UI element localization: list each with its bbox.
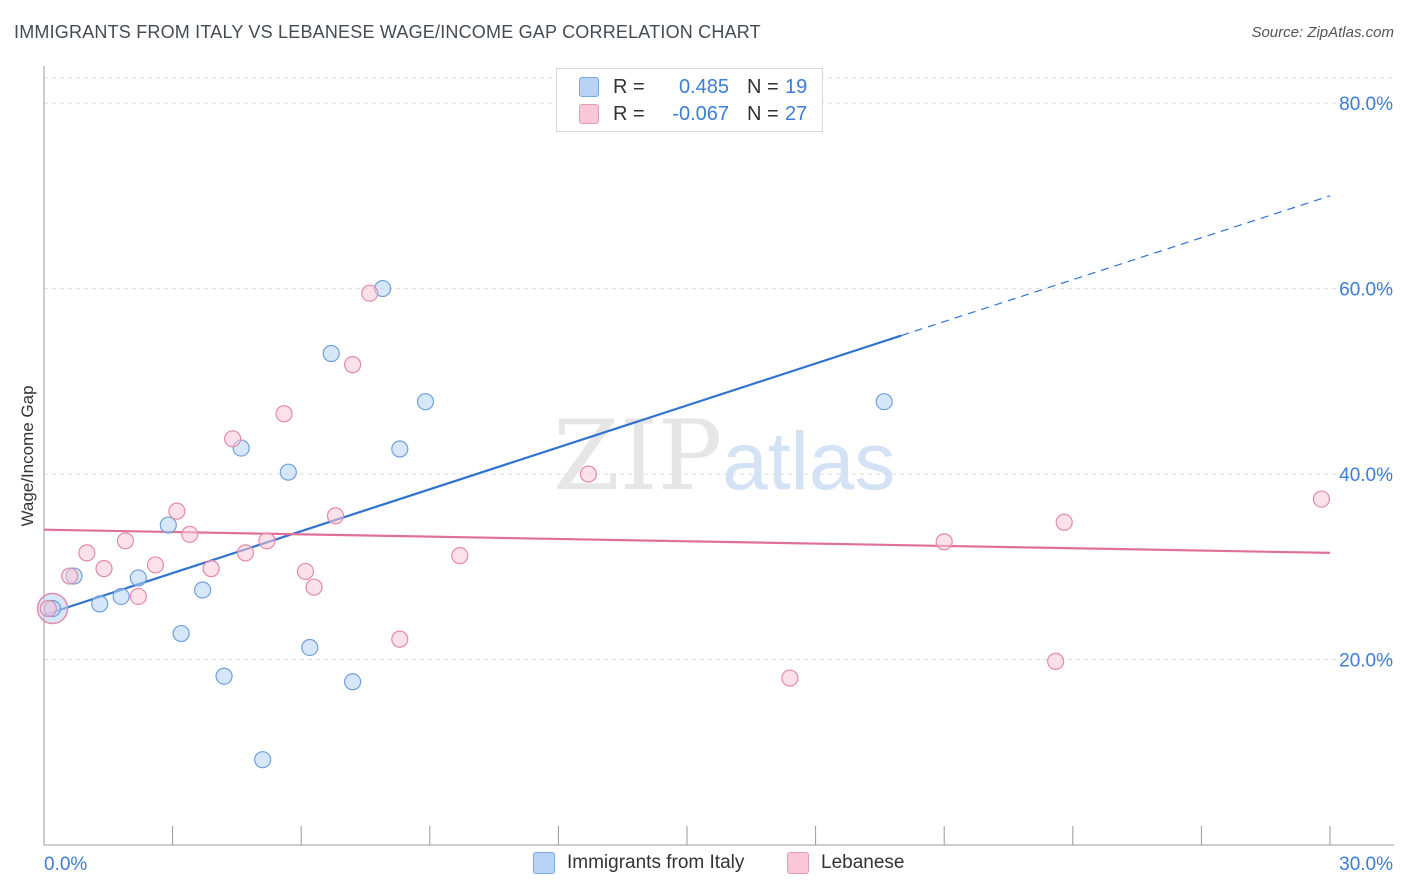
italy-point bbox=[173, 626, 189, 642]
legend-r-value: -0.067 bbox=[651, 103, 729, 126]
lebanese-trend-line bbox=[44, 530, 1330, 553]
series-legend-italy[interactable]: Immigrants from Italy bbox=[533, 852, 744, 874]
italy-point bbox=[130, 570, 146, 586]
lebanese-point bbox=[1056, 514, 1072, 530]
italy-point bbox=[92, 596, 108, 612]
lebanese-point bbox=[225, 431, 241, 447]
italy-point bbox=[195, 582, 211, 598]
lebanese-point bbox=[452, 548, 468, 564]
lebanese-point bbox=[936, 534, 952, 550]
legend-swatch-lebanese bbox=[579, 104, 599, 124]
series-swatch-lebanese bbox=[787, 852, 809, 874]
data-points bbox=[38, 281, 1330, 768]
tick-labels: 20.0%40.0%60.0%80.0%0.0% 30.0% bbox=[44, 94, 1393, 875]
lebanese-point bbox=[306, 579, 322, 595]
italy-point bbox=[160, 517, 176, 533]
italy-point bbox=[280, 464, 296, 480]
legend-n-label: N = bbox=[747, 103, 785, 126]
lebanese-point bbox=[392, 631, 408, 647]
legend-r-label: R = bbox=[613, 76, 651, 99]
lebanese-point bbox=[580, 466, 596, 482]
legend-r-label: R = bbox=[613, 103, 651, 126]
lebanese-point bbox=[169, 503, 185, 519]
lebanese-point bbox=[117, 533, 133, 549]
legend-n-value: 27 bbox=[785, 103, 807, 126]
y-tick-label: 60.0% bbox=[1339, 280, 1393, 301]
italy-point bbox=[876, 394, 892, 410]
lebanese-point bbox=[345, 357, 361, 373]
lebanese-point bbox=[203, 561, 219, 577]
lebanese-point bbox=[362, 285, 378, 301]
legend-row-italy: R = 0.485 N = 19 bbox=[579, 75, 807, 99]
y-tick-label: 40.0% bbox=[1339, 465, 1393, 486]
italy-trend-extension bbox=[901, 196, 1330, 336]
series-legend: Immigrants from Italy Lebanese bbox=[0, 852, 1406, 878]
y-axis-label: Wage/Income Gap bbox=[18, 385, 38, 526]
italy-point bbox=[418, 394, 434, 410]
lebanese-point bbox=[147, 557, 163, 573]
gridlines bbox=[44, 78, 1394, 660]
lebanese-point bbox=[297, 563, 313, 579]
lebanese-point bbox=[782, 670, 798, 686]
axes bbox=[44, 66, 1394, 845]
series-label-italy: Immigrants from Italy bbox=[567, 852, 744, 874]
legend-row-lebanese: R = -0.067 N = 27 bbox=[579, 102, 807, 126]
correlation-legend: R = 0.485 N = 19 R = -0.067 N = 27 bbox=[556, 68, 823, 132]
lebanese-point bbox=[259, 533, 275, 549]
lebanese-point bbox=[1313, 491, 1329, 507]
italy-point bbox=[323, 345, 339, 361]
lebanese-point bbox=[130, 588, 146, 604]
italy-trend-line bbox=[44, 336, 901, 615]
series-label-lebanese: Lebanese bbox=[821, 852, 904, 874]
legend-n-label: N = bbox=[747, 76, 785, 99]
legend-r-value: 0.485 bbox=[651, 76, 729, 99]
italy-point bbox=[392, 441, 408, 457]
lebanese-point bbox=[237, 545, 253, 561]
y-tick-label: 20.0% bbox=[1339, 651, 1393, 672]
trend-lines bbox=[44, 196, 1330, 615]
lebanese-point bbox=[1048, 653, 1064, 669]
y-tick-label: 80.0% bbox=[1339, 94, 1393, 115]
lebanese-point bbox=[182, 526, 198, 542]
lebanese-point bbox=[96, 561, 112, 577]
lebanese-point bbox=[327, 508, 343, 524]
lebanese-point bbox=[276, 406, 292, 422]
italy-point bbox=[255, 752, 271, 768]
italy-point bbox=[345, 674, 361, 690]
italy-point bbox=[302, 639, 318, 655]
legend-n-value: 19 bbox=[785, 76, 807, 99]
legend-swatch-italy bbox=[579, 77, 599, 97]
lebanese-point bbox=[79, 545, 95, 561]
italy-point bbox=[216, 668, 232, 684]
lebanese-point bbox=[62, 568, 78, 584]
series-legend-lebanese[interactable]: Lebanese bbox=[787, 852, 904, 874]
scatter-plot: 20.0%40.0%60.0%80.0%0.0% 30.0% bbox=[0, 0, 1406, 892]
lebanese-point bbox=[40, 601, 56, 617]
italy-point bbox=[113, 588, 129, 604]
series-swatch-italy bbox=[533, 852, 555, 874]
